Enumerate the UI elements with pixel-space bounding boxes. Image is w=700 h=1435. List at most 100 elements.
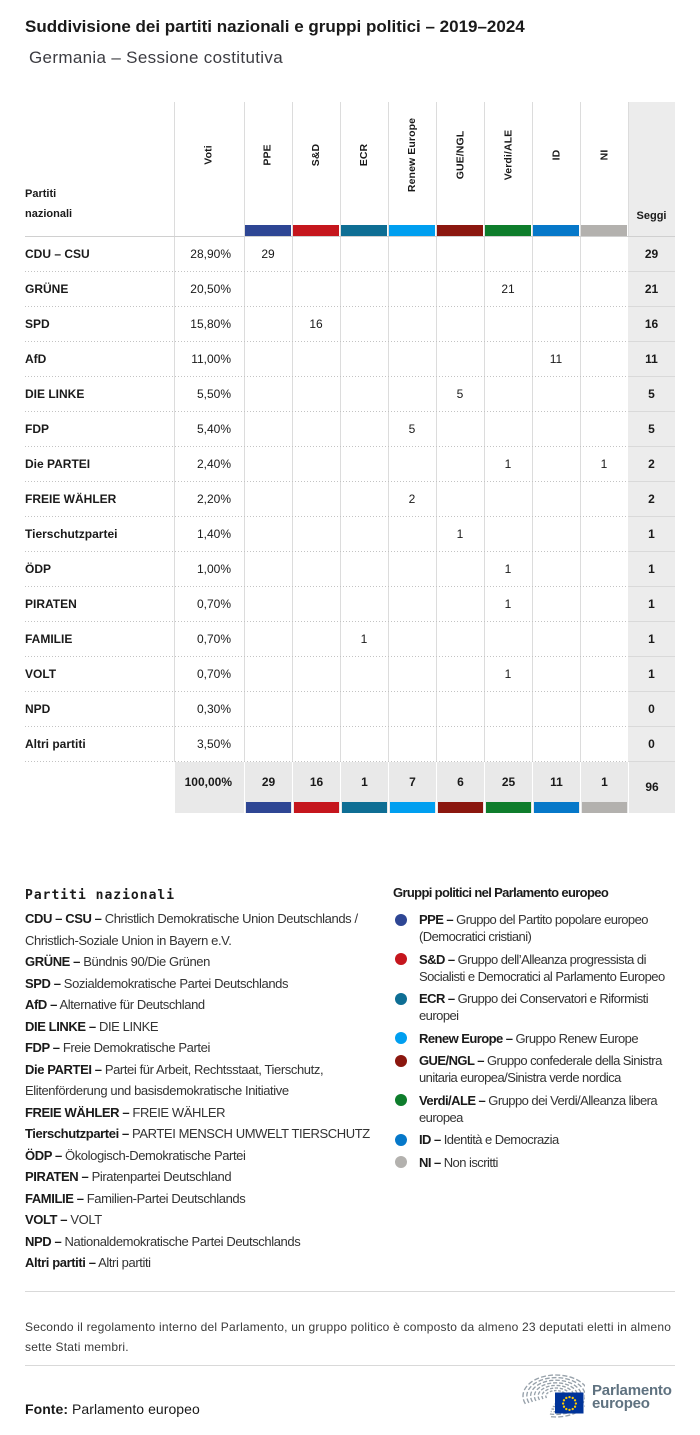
seats-cell (532, 272, 580, 307)
party-legend-label: NPD – (25, 1233, 62, 1249)
party-legend-text: Freie Demokratische Partei (62, 1040, 211, 1055)
seats-cell: 1 (504, 597, 512, 611)
party-legend-label: SPD – (25, 975, 61, 991)
group-column-label: ID (549, 149, 562, 161)
seggi-column-background (628, 102, 675, 237)
party-legend-label: AfD – (25, 997, 57, 1012)
seats-cell (340, 377, 388, 412)
seats-cell: 16 (309, 317, 323, 331)
group-color-bar (533, 225, 579, 237)
voti-cell: 5,40% (196, 422, 231, 436)
seggi-cell: 16 (628, 307, 675, 342)
party-legend-text: Sozialdemokratische Partei Deutschlands (63, 975, 289, 991)
seats-cell (388, 517, 436, 552)
totals-group-cell: 11 (532, 762, 580, 813)
row-separator (25, 586, 628, 587)
voti-cell: 1,40% (196, 527, 231, 541)
seggi-cell: 1 (628, 517, 675, 552)
group-color-bar (390, 801, 435, 813)
group-column-label: S&D (309, 143, 322, 167)
party-legend-label: VOLT – (25, 1212, 68, 1227)
seats-cell (388, 727, 436, 762)
party-legend-text: Piratenpartei Deutschland (91, 1169, 232, 1184)
table-row: Altri partiti 3,50% 0 (25, 727, 675, 762)
party-legend-label: GRÜNE – (25, 954, 80, 969)
group-legend-text: Gruppo del Partito popolare europeo (Dem… (419, 912, 649, 944)
seats-cell (436, 447, 484, 482)
seats-cell (532, 482, 580, 517)
seats-cell (292, 377, 340, 412)
group-color-dot (395, 913, 407, 926)
voti-cell: 0,30% (196, 702, 231, 716)
party-legend-item: DIE LINKE – DIE LINKE (25, 1016, 377, 1038)
party-name: Die PARTEI (25, 457, 91, 471)
seats-cell (244, 412, 292, 447)
column-separator (532, 237, 533, 762)
table-row: FAMILIE 0,70% 1 1 (25, 622, 675, 657)
column-header-group-ni: NI (580, 100, 628, 210)
seats-cell (436, 307, 484, 342)
seats-cell (532, 552, 580, 587)
table-row: VOLT 0,70% 1 1 (25, 657, 675, 692)
seats-cell (388, 587, 436, 622)
party-legend-item: PIRATEN – Piratenpartei Deutschland (25, 1166, 377, 1188)
table-body: CDU – CSU 28,90% 29 29 GRÜNE 20,50% (25, 237, 675, 762)
column-separator (244, 237, 245, 762)
column-header-group-gue-ngl: GUE/NGL (436, 100, 484, 210)
column-separator (628, 102, 629, 237)
table-row: CDU – CSU 28,90% 29 29 (25, 237, 675, 272)
seats-cell: 1 (360, 632, 368, 646)
column-separator (340, 237, 341, 762)
party-legend-label: Altri partiti – (25, 1255, 96, 1270)
totals-voti: 100,00% (174, 762, 244, 813)
seats-cell (580, 342, 628, 377)
seats-cell (340, 657, 388, 692)
seats-cell (436, 657, 484, 692)
seggi-cell: 1 (628, 552, 675, 587)
group-color-dot (395, 1156, 407, 1169)
seats-cell (292, 517, 340, 552)
group-legend-item: GUE/NGL – Gruppo confederale della Sinis… (395, 1052, 683, 1086)
seggi-cell: 1 (628, 587, 675, 622)
row-separator (25, 656, 628, 657)
seats-cell (292, 727, 340, 762)
eu-flag (555, 1392, 584, 1414)
footer-divider (25, 1365, 675, 1366)
party-legend-label: FDP – (25, 1040, 60, 1055)
seats-cell (340, 587, 388, 622)
logo-line1: Parlamento (592, 1382, 672, 1399)
row-separator (25, 306, 628, 307)
group-column-label: NI (597, 149, 610, 161)
source-line: Fonte: Parlamento europeo (25, 1401, 200, 1417)
seats-cell (532, 587, 580, 622)
row-separator (25, 411, 628, 412)
party-legend-text: FREIE WÄHLER (132, 1104, 226, 1120)
group-color-bar (437, 225, 483, 237)
party-legend-label: DIE LINKE – (25, 1018, 96, 1034)
group-legend-text: Gruppo dei Conservatori e Riformisti eur… (419, 991, 649, 1023)
seats-cell: 1 (504, 562, 512, 576)
group-color-dot (395, 1094, 407, 1107)
party-legend-label: Die PARTEI – (25, 1061, 102, 1077)
voti-cell: 3,50% (196, 737, 231, 751)
seggi-cell: 0 (628, 727, 675, 762)
group-legend-item: NI – Non iscritti (395, 1154, 683, 1171)
header-bottom-border (25, 236, 675, 237)
seats-cell (292, 657, 340, 692)
row-separator (25, 761, 628, 762)
group-legend-item: Renew Europe – Gruppo Renew Europe (395, 1030, 683, 1047)
party-name: SPD (25, 317, 50, 331)
party-legend-item: Tierschutzpartei – PARTEI MENSCH UMWELT … (25, 1123, 377, 1145)
group-legend-label: NI – (419, 1154, 441, 1170)
seats-cell (436, 727, 484, 762)
party-name: FREIE WÄHLER (25, 492, 117, 506)
seats-cell (388, 307, 436, 342)
group-color-bar (245, 225, 291, 237)
voti-cell: 0,70% (196, 632, 231, 646)
seats-cell (484, 517, 532, 552)
seats-cell (436, 587, 484, 622)
column-separator (532, 102, 533, 237)
seats-cell (580, 552, 628, 587)
column-separator (244, 102, 245, 237)
